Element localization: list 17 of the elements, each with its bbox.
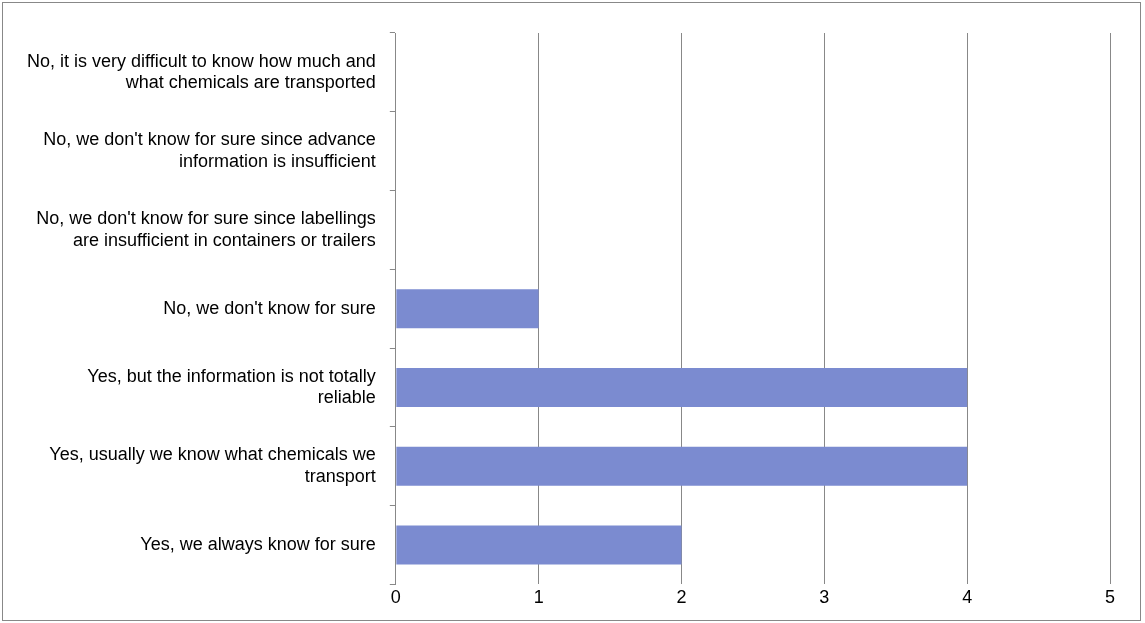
- x-tick-label: 0: [390, 587, 401, 608]
- x-tick-label: 3: [819, 587, 830, 608]
- y-tick-label: No, it is very difficult to know how much and what chemicals are transported: [26, 50, 376, 93]
- x-tick-label: 4: [962, 587, 973, 608]
- y-tick-label: No, we don't know for sure since advance information is insufficient: [43, 129, 376, 171]
- y-tick-label: Yes, but the information is not totally reliable: [87, 365, 376, 408]
- y-tick-label: Yes, usually we know what chemicals we transport: [49, 444, 376, 487]
- y-tick-label: No, we don't know for sure: [163, 297, 376, 318]
- x-tick-label: 5: [1104, 587, 1116, 608]
- bar: [396, 446, 968, 486]
- y-tick-label: No, we don't know for sure since labellings are insufficient in containers or trailers: [36, 208, 376, 250]
- bar: [396, 289, 539, 329]
- y-tick-label: Yes, we always know for sure: [140, 533, 376, 554]
- x-tick-label: 1: [533, 587, 544, 608]
- bar: [396, 367, 968, 407]
- x-tick-label: 2: [676, 587, 687, 608]
- bar: [396, 525, 682, 565]
